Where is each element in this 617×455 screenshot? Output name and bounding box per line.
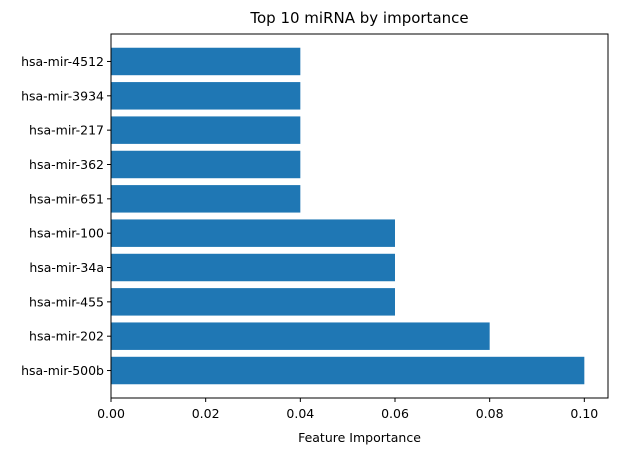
plot-frame bbox=[110, 33, 609, 399]
x-axis-ticks: 0.00 0.02 0.04 0.06 0.08 0.10 bbox=[97, 398, 598, 421]
bar-hsa-mir-217 bbox=[111, 116, 301, 144]
bar-hsa-mir-100 bbox=[111, 219, 395, 247]
x-tick-label: 0.06 bbox=[381, 406, 409, 421]
y-tick-label: hsa-mir-455 bbox=[29, 294, 104, 309]
x-tick-label: 0.10 bbox=[570, 406, 598, 421]
x-axis-label: Feature Importance bbox=[298, 430, 421, 445]
y-tick-label: hsa-mir-362 bbox=[29, 157, 104, 172]
bar-hsa-mir-3934 bbox=[111, 82, 301, 110]
bar-hsa-mir-202 bbox=[111, 322, 490, 350]
bar-hsa-mir-651 bbox=[111, 185, 301, 213]
x-tick-label: 0.02 bbox=[192, 406, 220, 421]
bar-hsa-mir-362 bbox=[111, 150, 301, 179]
x-tick-label: 0.08 bbox=[476, 406, 504, 421]
y-tick-label: hsa-mir-500b bbox=[21, 363, 104, 378]
y-tick-label: hsa-mir-4512 bbox=[21, 54, 104, 69]
bar-hsa-mir-500b bbox=[111, 356, 585, 385]
y-tick-label: hsa-mir-651 bbox=[29, 191, 104, 206]
bar-hsa-mir-4512 bbox=[111, 47, 301, 76]
bar-hsa-mir-34a bbox=[111, 253, 395, 282]
bar-hsa-mir-455 bbox=[111, 288, 395, 316]
x-tick-label: 0.00 bbox=[97, 406, 125, 421]
y-tick-label: hsa-mir-3934 bbox=[21, 88, 104, 103]
chart-title: Top 10 miRNA by importance bbox=[249, 9, 468, 27]
y-tick-label: hsa-mir-202 bbox=[29, 329, 104, 344]
y-tick-label: hsa-mir-217 bbox=[29, 123, 104, 138]
y-tick-label: hsa-mir-100 bbox=[29, 226, 104, 241]
y-axis-ticks: hsa-mir-500b hsa-mir-202 hsa-mir-455 hsa-mi… bbox=[21, 54, 111, 378]
bars-group bbox=[111, 47, 585, 385]
x-tick-label: 0.04 bbox=[286, 406, 314, 421]
y-tick-label: hsa-mir-34a bbox=[29, 260, 104, 275]
